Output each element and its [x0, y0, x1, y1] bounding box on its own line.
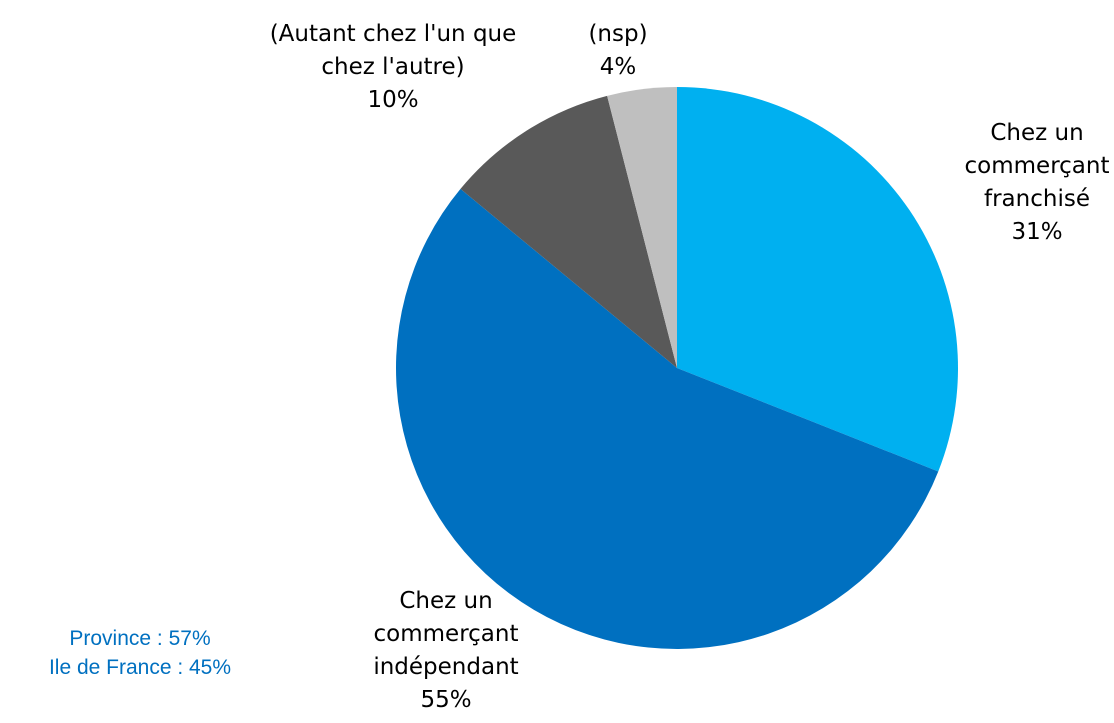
value-label: 31%	[1011, 219, 1063, 245]
slice-label: Chez un commerçant indépendant 55%	[336, 585, 556, 717]
annotation: Ile de France : 45%	[48, 656, 232, 679]
pie-slice	[460, 95, 677, 369]
slice-label: Chez un commerçant franchisé 31%	[942, 117, 1114, 249]
value-label: 10%	[367, 87, 419, 113]
pie-slice	[607, 87, 677, 368]
category-label: (Autant chez l'un que chez l'autre)	[269, 21, 517, 80]
slice-label: (Autant chez l'un que chez l'autre) 10%	[248, 18, 538, 117]
category-label: (nsp)	[588, 21, 648, 47]
category-label: Chez un commerçant franchisé	[964, 120, 1110, 212]
pie-slice	[396, 188, 939, 650]
slice-label: (nsp) 4%	[558, 18, 678, 84]
value-label: 4%	[599, 54, 637, 80]
annotation-block: Province : 57% Ile de France : 45%	[0, 624, 280, 682]
annotation: Province : 57%	[69, 627, 211, 650]
category-label: Chez un commerçant indépendant	[373, 588, 519, 680]
pie-slice	[677, 87, 958, 472]
value-label: 55%	[420, 687, 472, 713]
